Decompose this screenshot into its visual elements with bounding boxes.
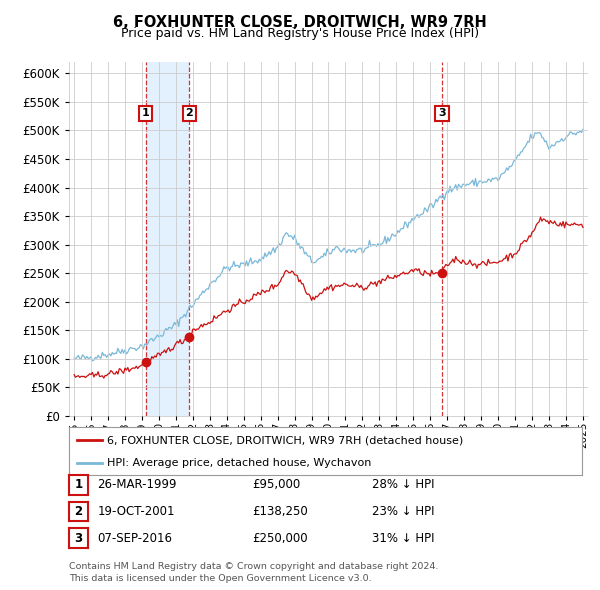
Text: 28% ↓ HPI: 28% ↓ HPI <box>372 478 434 491</box>
Text: 23% ↓ HPI: 23% ↓ HPI <box>372 505 434 518</box>
Text: 6, FOXHUNTER CLOSE, DROITWICH, WR9 7RH: 6, FOXHUNTER CLOSE, DROITWICH, WR9 7RH <box>113 15 487 30</box>
Text: Contains HM Land Registry data © Crown copyright and database right 2024.: Contains HM Land Registry data © Crown c… <box>69 562 439 571</box>
Text: 1: 1 <box>142 109 150 118</box>
Text: 2: 2 <box>74 505 83 518</box>
Text: Price paid vs. HM Land Registry's House Price Index (HPI): Price paid vs. HM Land Registry's House … <box>121 27 479 40</box>
Text: 3: 3 <box>438 109 446 118</box>
Bar <box>146 62 190 416</box>
Text: 19-OCT-2001: 19-OCT-2001 <box>97 505 175 518</box>
Text: 2: 2 <box>185 109 193 118</box>
Text: £250,000: £250,000 <box>252 532 308 545</box>
Text: 31% ↓ HPI: 31% ↓ HPI <box>372 532 434 545</box>
Text: 07-SEP-2016: 07-SEP-2016 <box>97 532 172 545</box>
Text: 3: 3 <box>74 532 83 545</box>
Text: 26-MAR-1999: 26-MAR-1999 <box>97 478 177 491</box>
Text: This data is licensed under the Open Government Licence v3.0.: This data is licensed under the Open Gov… <box>69 574 371 583</box>
Text: £95,000: £95,000 <box>252 478 300 491</box>
Text: 1: 1 <box>74 478 83 491</box>
Text: HPI: Average price, detached house, Wychavon: HPI: Average price, detached house, Wych… <box>107 458 372 468</box>
Text: 6, FOXHUNTER CLOSE, DROITWICH, WR9 7RH (detached house): 6, FOXHUNTER CLOSE, DROITWICH, WR9 7RH (… <box>107 435 464 445</box>
Text: £138,250: £138,250 <box>252 505 308 518</box>
